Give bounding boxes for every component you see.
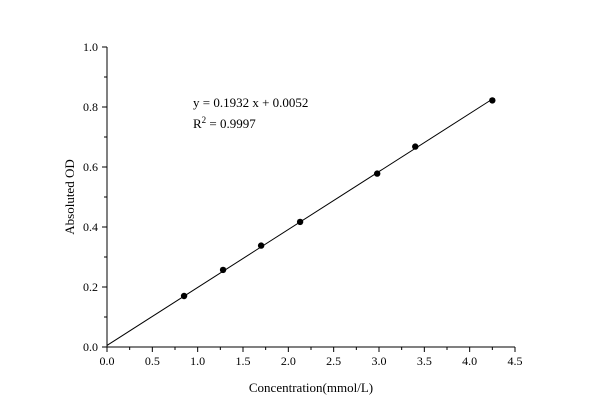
- data-point: [180, 292, 188, 300]
- data-point: [257, 242, 265, 249]
- r-squared-superscript: 2: [202, 115, 207, 125]
- x-axis-title: Concentration(mmol/L): [249, 380, 373, 395]
- r-squared-value: = 0.9997: [206, 116, 256, 131]
- y-tick-label: 1.0: [83, 40, 98, 54]
- y-tick-label: 0.2: [83, 280, 98, 294]
- data-point: [296, 218, 304, 226]
- y-axis-ticks: 0.0 0.2 0.4 0.6 0.8 1.0: [83, 40, 107, 354]
- x-tick-label: 1.5: [236, 354, 251, 368]
- y-tick-label: 0.4: [83, 220, 98, 234]
- r-squared-symbol: R: [193, 116, 202, 131]
- data-point: [219, 266, 227, 274]
- data-point: [373, 170, 381, 177]
- x-tick-label: 2.5: [326, 354, 341, 368]
- y-tick-label: 0.8: [83, 100, 98, 114]
- r-squared: R2 = 0.9997: [193, 115, 256, 131]
- x-tick-label: 2.0: [281, 354, 296, 368]
- y-tick-label: 0.6: [83, 160, 98, 174]
- y-tick-label: 0.0: [83, 340, 98, 354]
- data-point: [412, 143, 419, 150]
- x-tick-label: 3.5: [417, 354, 432, 368]
- axes: [106, 47, 515, 348]
- x-tick-label: 0.5: [145, 354, 160, 368]
- x-tick-label: 4.5: [508, 354, 523, 368]
- x-tick-label: 0.0: [100, 354, 115, 368]
- x-axis-ticks: 0.0 0.5 1.0 1.5 2.0 2.5 3.0 3.5 4.0 4.5: [100, 347, 523, 368]
- data-points: [180, 97, 496, 300]
- fit-equation: y = 0.1932 x + 0.0052: [193, 95, 308, 110]
- x-tick-label: 3.0: [372, 354, 387, 368]
- x-tick-label: 1.0: [190, 354, 205, 368]
- y-axis-title: Absoluted OD: [62, 159, 77, 234]
- x-tick-label: 4.0: [462, 354, 477, 368]
- data-point: [489, 97, 496, 104]
